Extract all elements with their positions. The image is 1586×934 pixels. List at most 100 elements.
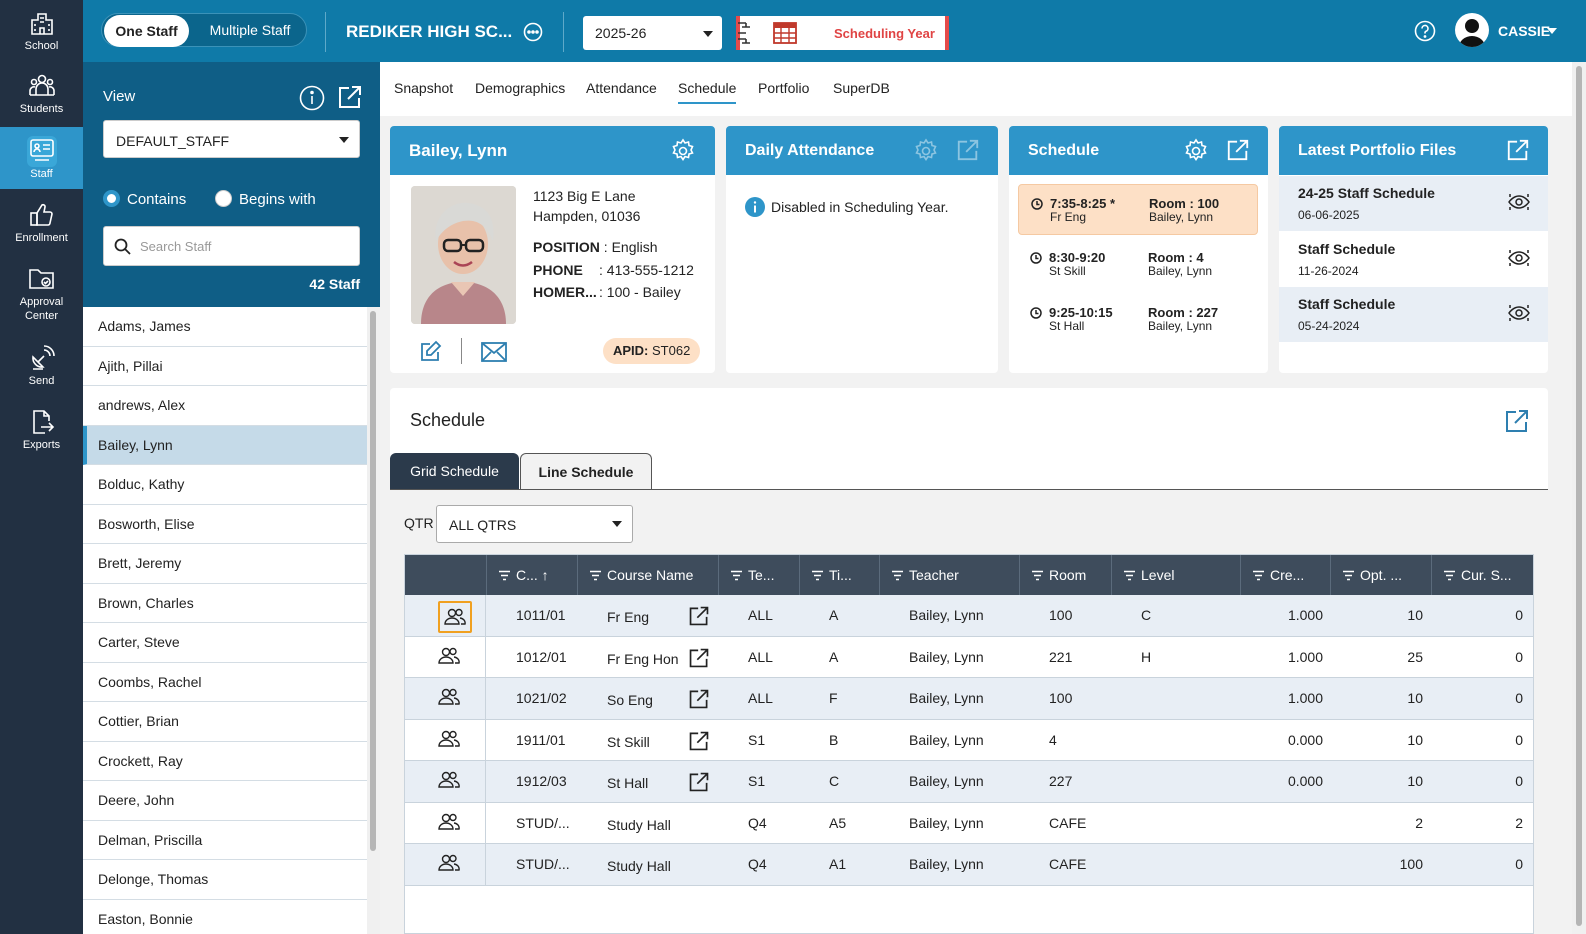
rail-send[interactable]: Send: [0, 345, 83, 388]
scrollbar-thumb[interactable]: [370, 311, 376, 851]
roster-users-icon[interactable]: [438, 601, 472, 633]
table-row[interactable]: 1021/02 So Eng ALL F Bailey, Lynn 100 1.000 10 0: [405, 678, 1533, 720]
tab-grid-schedule[interactable]: Grid Schedule: [390, 453, 519, 490]
user-name[interactable]: CASSIE: [1498, 23, 1551, 39]
table-row[interactable]: STUD/... Study Hall Q4 A5 Bailey, Lynn CAFE 2 2: [405, 802, 1533, 844]
filter-icon[interactable]: [590, 570, 601, 581]
tab-portfolio[interactable]: Portfolio: [758, 80, 810, 96]
column-header-course-name[interactable]: Course Name: [577, 555, 718, 595]
filter-icon[interactable]: [731, 570, 742, 581]
table-row[interactable]: STUD/... Study Hall Q4 A1 Bailey, Lynn CAFE 10…: [405, 844, 1533, 886]
schedule-period-item[interactable]: 8:30-9:20 St Skill Room : 4 Bailey, Lynn: [1018, 239, 1258, 290]
staff-list-item[interactable]: Ajith, Pillai: [83, 347, 367, 386]
filter-icon[interactable]: [1343, 570, 1354, 581]
help-icon[interactable]: [1414, 20, 1436, 42]
tab-superdb[interactable]: SuperDB: [833, 80, 890, 96]
filter-icon[interactable]: [499, 570, 510, 581]
open-external-icon[interactable]: [337, 84, 363, 110]
staff-list-item[interactable]: Bosworth, Elise: [83, 505, 367, 544]
staff-list-item[interactable]: andrews, Alex: [83, 386, 367, 426]
rail-school[interactable]: School: [0, 10, 83, 53]
roster-users-icon[interactable]: [438, 646, 460, 666]
open-course-icon[interactable]: [688, 771, 710, 793]
staff-list-item[interactable]: Brown, Charles: [83, 584, 367, 623]
staff-list-item[interactable]: Adams, James: [83, 307, 367, 347]
column-header-current-size[interactable]: Cur. S...: [1431, 555, 1533, 595]
rail-staff[interactable]: Staff: [0, 127, 83, 189]
filter-icon[interactable]: [1253, 570, 1264, 581]
view-eye-icon[interactable]: [1508, 193, 1530, 211]
edit-icon[interactable]: [420, 340, 442, 362]
column-header-teacher[interactable]: Teacher: [879, 555, 1019, 595]
roster-users-icon[interactable]: [438, 812, 460, 832]
roster-users-icon[interactable]: [438, 687, 460, 707]
user-menu-chevron-icon[interactable]: [1547, 28, 1557, 34]
rail-enrollment[interactable]: Enrollment: [0, 202, 83, 245]
gear-icon[interactable]: [670, 138, 696, 164]
roster-users-icon[interactable]: [438, 729, 460, 749]
staff-list-item[interactable]: Carter, Steve: [83, 623, 367, 663]
begins-with-radio[interactable]: [215, 190, 232, 207]
multiple-staff-option[interactable]: Multiple Staff: [209, 22, 291, 38]
rail-students[interactable]: Students: [0, 73, 83, 116]
qtr-select[interactable]: ALL QTRS: [436, 505, 633, 543]
open-course-icon[interactable]: [688, 647, 710, 669]
staff-list-item[interactable]: Crockett, Ray: [83, 742, 367, 781]
staff-list-item[interactable]: Brett, Jeremy: [83, 544, 367, 584]
filter-icon[interactable]: [1124, 570, 1135, 581]
table-row[interactable]: 1012/01 Fr Eng Hon ALL A Bailey, Lynn 221 H 1.0…: [405, 636, 1533, 678]
open-external-icon[interactable]: [1504, 408, 1530, 434]
table-row[interactable]: 1911/01 St Skill S1 B Bailey, Lynn 4 0.000 10 0: [405, 719, 1533, 761]
table-row[interactable]: 1011/01 Fr Eng ALL A Bailey, Lynn 100 C 1.000 10…: [405, 595, 1533, 637]
staff-list-item[interactable]: Bolduc, Kathy: [83, 465, 367, 505]
filter-icon[interactable]: [892, 570, 903, 581]
avatar[interactable]: [1455, 13, 1489, 47]
view-eye-icon[interactable]: [1508, 249, 1530, 267]
filter-icon[interactable]: [1032, 570, 1043, 581]
tab-demographics[interactable]: Demographics: [475, 80, 566, 96]
tab-snapshot[interactable]: Snapshot: [394, 80, 454, 96]
staff-list-item[interactable]: Bailey, Lynn: [83, 425, 367, 465]
staff-list-item[interactable]: Cottier, Brian: [83, 702, 367, 742]
info-icon[interactable]: [299, 85, 325, 111]
main-scrollbar[interactable]: [1572, 62, 1586, 934]
email-icon[interactable]: [481, 342, 507, 362]
tab-attendance[interactable]: Attendance: [586, 80, 657, 96]
open-course-icon[interactable]: [688, 605, 710, 627]
rail-approval-center[interactable]: Approval Center: [0, 266, 83, 323]
staff-list-item[interactable]: Delman, Priscilla: [83, 821, 367, 860]
open-course-icon[interactable]: [688, 688, 710, 710]
open-external-icon[interactable]: [1226, 138, 1250, 162]
search-staff-input[interactable]: Search Staff: [103, 226, 360, 266]
open-course-icon[interactable]: [688, 730, 710, 752]
staff-list-item[interactable]: Delonge, Thomas: [83, 860, 367, 900]
roster-users-icon[interactable]: [438, 770, 460, 790]
column-header-course-code[interactable]: C... ↑: [486, 555, 577, 595]
filter-icon[interactable]: [812, 570, 823, 581]
column-header-time[interactable]: Ti...: [799, 555, 879, 595]
column-header-term[interactable]: Te...: [718, 555, 799, 595]
school-options-icon[interactable]: [523, 22, 543, 42]
open-external-icon[interactable]: [1506, 138, 1530, 162]
filter-icon[interactable]: [1444, 570, 1455, 581]
roster-users-icon[interactable]: [438, 853, 460, 873]
column-header-level[interactable]: Level: [1111, 555, 1240, 595]
gear-icon[interactable]: [1183, 138, 1209, 164]
year-select[interactable]: 2025-26: [583, 16, 722, 50]
schedule-period-item[interactable]: 7:35-8:25 * Fr Eng Room : 100 Bailey, Ly…: [1018, 184, 1258, 235]
column-header-credits[interactable]: Cre...: [1240, 555, 1330, 595]
staff-list-item[interactable]: Deere, John: [83, 781, 367, 821]
staff-list-item[interactable]: Coombs, Rachel: [83, 663, 367, 702]
tab-line-schedule[interactable]: Line Schedule: [520, 453, 652, 491]
column-header-room[interactable]: Room: [1019, 555, 1111, 595]
view-eye-icon[interactable]: [1508, 304, 1530, 322]
schedule-period-item[interactable]: 9:25-10:15 St Hall Room : 227 Bailey, Ly…: [1018, 294, 1258, 345]
one-staff-option[interactable]: One Staff: [104, 15, 189, 47]
rail-exports[interactable]: Exports: [0, 409, 83, 452]
contains-radio[interactable]: [103, 190, 120, 207]
view-select[interactable]: DEFAULT_STAFF: [103, 120, 360, 158]
column-header-optimal-size[interactable]: Opt. ...: [1330, 555, 1431, 595]
tab-schedule[interactable]: Schedule: [678, 80, 737, 104]
table-row[interactable]: 1912/03 St Hall S1 C Bailey, Lynn 227 0.000 10 0: [405, 761, 1533, 803]
staff-list-scrollbar[interactable]: [367, 307, 380, 934]
